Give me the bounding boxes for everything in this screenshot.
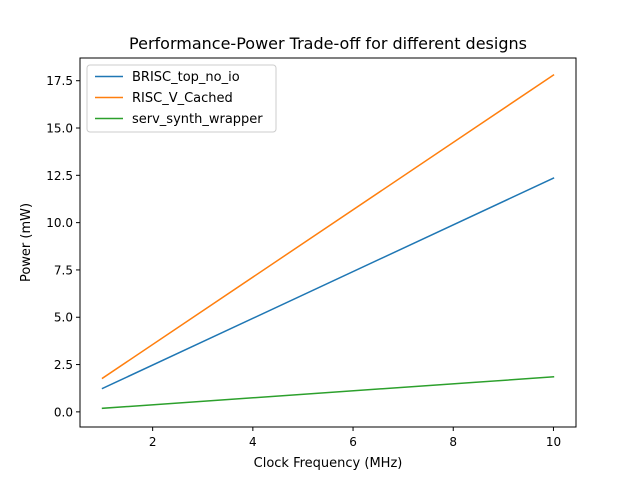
y-axis-label: Power (mW)	[19, 203, 34, 282]
y-tick-label: 15.0	[46, 122, 73, 136]
y-tick-label: 7.5	[54, 263, 73, 277]
series-lines	[101, 73, 555, 410]
x-tick-label: 4	[249, 435, 257, 449]
x-tick-label: 10	[546, 435, 561, 449]
x-axis-ticks: 2 4 6 8 10	[149, 427, 561, 449]
plot-area	[79, 57, 577, 428]
legend-box	[86, 64, 277, 133]
y-tick-label: 2.5	[54, 358, 73, 372]
y-tick-label: 12.5	[46, 169, 73, 183]
legend-label-brisc-top-no-io: BRISC_top_no_io	[132, 70, 240, 85]
series-line-risc-v-cached	[101, 73, 555, 380]
series-line-brisc-top-no-io	[101, 177, 555, 390]
y-tick-label: 0.0	[54, 405, 73, 419]
chart-title: Performance-Power Trade-off for differen…	[129, 34, 527, 53]
x-tick-label: 8	[449, 435, 457, 449]
y-tick-label: 17.5	[46, 74, 73, 88]
series-line-serv-synth-wrapper	[101, 376, 555, 410]
y-tick-label: 10.0	[46, 216, 73, 230]
y-tick-label: 5.0	[54, 311, 73, 325]
plot-frame	[79, 57, 577, 428]
legend-label-risc-v-cached: RISC_V_Cached	[132, 91, 233, 106]
y-axis-ticks: 0.0 2.5 5.0 7.5 10.0 12.5 15.0 17.5	[46, 74, 80, 419]
x-tick-label: 6	[349, 435, 357, 449]
x-tick-label: 2	[149, 435, 157, 449]
x-axis-label: Clock Frequency (MHz)	[254, 456, 403, 471]
legend: BRISC_top_no_io RISC_V_Cached serv_synth…	[86, 64, 277, 133]
legend-label-serv-synth-wrapper: serv_synth_wrapper	[132, 112, 263, 127]
